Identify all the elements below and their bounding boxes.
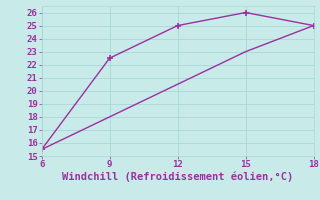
X-axis label: Windchill (Refroidissement éolien,°C): Windchill (Refroidissement éolien,°C)	[62, 172, 293, 182]
